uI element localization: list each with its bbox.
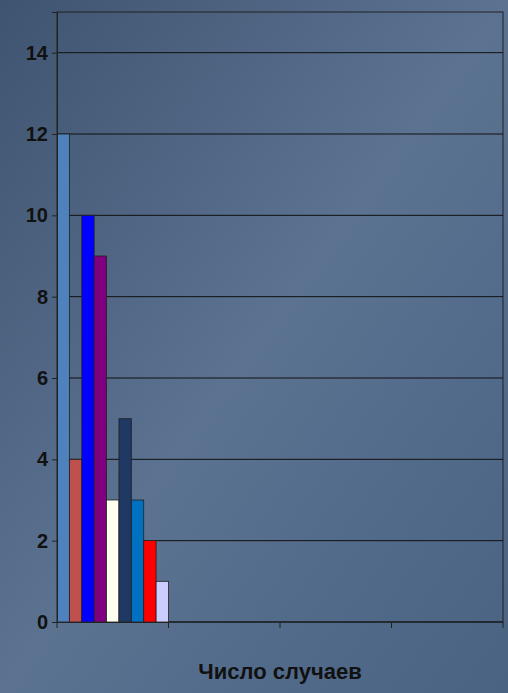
y-axis-line bbox=[52, 13, 58, 623]
y-tick: 4 bbox=[37, 448, 57, 470]
y-tick-label: 2 bbox=[37, 530, 48, 552]
x-axis-title: Число случаев bbox=[198, 659, 361, 684]
y-tick-label: 0 bbox=[37, 611, 48, 633]
y-tick-label: 10 bbox=[26, 204, 48, 226]
y-tick: 10 bbox=[26, 204, 57, 226]
y-tick-mark bbox=[52, 541, 57, 542]
x-separator bbox=[168, 622, 169, 628]
y-tick-label: 6 bbox=[37, 367, 48, 389]
x-separators bbox=[57, 622, 503, 628]
y-tick-mark bbox=[52, 622, 57, 623]
bar bbox=[82, 215, 94, 622]
y-tick-mark bbox=[52, 53, 57, 54]
bar bbox=[131, 500, 143, 622]
x-separator bbox=[503, 622, 504, 628]
x-axis bbox=[58, 622, 170, 624]
y-tick: 6 bbox=[37, 367, 57, 389]
y-tick: 12 bbox=[26, 123, 57, 145]
grid-line bbox=[57, 378, 503, 379]
y-tick-mark bbox=[52, 134, 57, 135]
y-tick: 0 bbox=[37, 611, 57, 633]
x-separator bbox=[57, 622, 58, 628]
x-axis-line bbox=[58, 622, 170, 623]
grid-line bbox=[57, 215, 503, 216]
plot-frame bbox=[57, 12, 503, 622]
y-tick: 2 bbox=[37, 530, 57, 552]
grid-line bbox=[57, 134, 503, 135]
background bbox=[0, 0, 508, 693]
y-tick-mark bbox=[52, 297, 57, 298]
y-tick-label: 12 bbox=[26, 123, 48, 145]
x-separator bbox=[280, 622, 281, 628]
bar bbox=[107, 500, 119, 622]
plot: 0 2 4 6 8 10 12 14 bbox=[26, 12, 503, 633]
bar bbox=[69, 459, 81, 622]
bar bbox=[94, 256, 106, 622]
bar bbox=[156, 581, 168, 622]
grid-line bbox=[57, 296, 503, 297]
bars bbox=[57, 134, 169, 622]
y-tick: 8 bbox=[37, 286, 57, 308]
y-tick: 14 bbox=[26, 42, 57, 64]
grid-line bbox=[57, 52, 503, 53]
bar bbox=[144, 541, 156, 622]
x-separator bbox=[391, 622, 392, 628]
chart: 0 2 4 6 8 10 12 14 Число случаев bbox=[0, 0, 508, 693]
bar bbox=[57, 134, 69, 622]
y-tick-mark bbox=[52, 215, 57, 216]
y-tick-label: 14 bbox=[26, 42, 49, 64]
y-tick-mark bbox=[52, 378, 57, 379]
bar bbox=[119, 419, 131, 622]
y-tick-mark bbox=[52, 459, 57, 460]
grid bbox=[57, 53, 503, 622]
y-axis: 0 2 4 6 8 10 12 14 bbox=[26, 13, 58, 633]
y-tick-label: 4 bbox=[37, 448, 49, 470]
y-tick-label: 8 bbox=[37, 286, 48, 308]
